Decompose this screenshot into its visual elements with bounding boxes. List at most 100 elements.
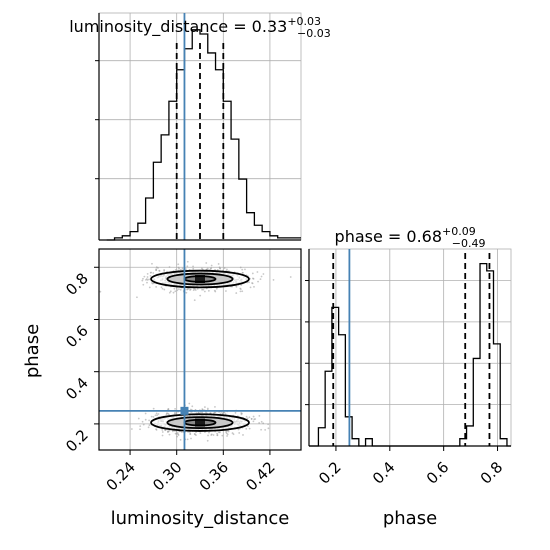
x-tick-label: 0.8 — [477, 458, 507, 488]
scatter-point — [226, 433, 229, 436]
luminosity-distance-marginal-panel: luminosity_distance = 0.33+0.03 −0.03 — [69, 12, 331, 241]
scatter-point — [141, 420, 144, 423]
truth-lines — [99, 249, 301, 450]
joint-panel: 0.24 0.30 0.36 0.42 0.2 0.4 0.6 0.8 luminosity… — [22, 248, 302, 529]
x-tick-label: 0.42 — [242, 458, 278, 494]
scatter-point — [250, 418, 253, 420]
y-axis-label: phase — [22, 324, 43, 378]
scatter-point — [99, 290, 102, 293]
scatter-point — [130, 428, 133, 430]
y-ticks — [305, 280, 309, 406]
scatter-point — [245, 427, 248, 430]
scatter-point — [186, 438, 189, 441]
scatter-point — [146, 279, 149, 281]
scatter-point — [155, 269, 158, 272]
contour-line — [166, 272, 234, 286]
scatter-point — [144, 418, 147, 421]
scatter-point — [218, 431, 221, 434]
scatter-point — [169, 290, 172, 293]
scatter-point — [173, 287, 176, 290]
scatter-point — [173, 411, 176, 414]
scatter-point — [267, 427, 270, 430]
scatter-point — [145, 278, 147, 281]
scatter-point — [154, 414, 157, 417]
scatter-point — [192, 265, 194, 268]
scatter-point — [258, 421, 261, 424]
scatter-point — [267, 423, 270, 426]
scatter-point — [221, 434, 224, 437]
scatter-point — [289, 276, 292, 278]
scatter-point — [219, 267, 222, 270]
scatter-point — [136, 296, 138, 299]
scatter-point — [156, 414, 159, 417]
scatter-point — [185, 268, 187, 271]
scatter-point — [225, 290, 227, 292]
scatter-point — [186, 260, 189, 263]
scatter-point — [257, 280, 259, 283]
scatter-point — [262, 273, 265, 275]
scatter-point — [212, 434, 215, 436]
density-peak — [195, 418, 205, 427]
scatter-point — [204, 406, 206, 408]
scatter-point — [193, 433, 196, 435]
scatter-point — [203, 290, 206, 293]
scatter-point — [199, 294, 202, 297]
scatter-point — [174, 290, 177, 293]
scatter-point — [207, 289, 210, 292]
scatter-point — [260, 275, 263, 278]
scatter-point — [152, 272, 155, 274]
histogram — [309, 262, 511, 447]
scatter-point — [206, 267, 209, 270]
scatter-point — [251, 272, 254, 275]
scatter-point — [248, 427, 251, 430]
scatter-point — [206, 407, 209, 410]
scatter-point — [158, 270, 161, 272]
scatter-point — [207, 434, 209, 437]
scatter-point — [242, 434, 244, 436]
histogram-step — [309, 262, 511, 447]
scatter-point — [142, 277, 144, 280]
scatter-point — [194, 289, 197, 291]
scatter-point — [161, 429, 164, 431]
scatter-point — [246, 417, 249, 420]
scatter-point — [176, 289, 179, 292]
scatter-point — [148, 419, 151, 422]
histogram-step — [106, 29, 301, 241]
quantile-lines — [175, 43, 225, 240]
phase-title: phase = 0.68+0.09 −0.49 — [335, 225, 486, 250]
y-ticks: 0.2 0.4 0.6 0.8 — [62, 266, 99, 456]
scatter-point — [146, 276, 149, 278]
grid — [308, 248, 512, 447]
scatter-point — [177, 263, 180, 266]
y-tick-label: 0.4 — [62, 374, 92, 404]
scatter-point — [252, 277, 255, 280]
scatter-point — [244, 268, 246, 271]
scatter-point — [167, 430, 170, 433]
scatter-point — [179, 288, 182, 291]
scatter-point — [215, 287, 218, 290]
scatter-point — [148, 424, 151, 427]
scatter-point — [210, 267, 213, 270]
scatter-point — [213, 289, 216, 292]
scatter-point — [186, 265, 189, 268]
scatter-point — [208, 431, 210, 434]
x-tick-label: 0.36 — [196, 458, 232, 494]
scatter-point — [137, 417, 140, 420]
scatter-point — [161, 287, 164, 290]
scatter-point — [174, 407, 177, 410]
scatter-point — [199, 432, 202, 434]
quantile-lines — [332, 253, 491, 446]
y-ticks — [95, 60, 99, 180]
scatter-point — [176, 432, 179, 434]
scatter-point — [189, 288, 192, 291]
scatter-point — [139, 428, 141, 431]
scatter-point — [163, 270, 166, 272]
scatter-point — [177, 288, 180, 290]
scatter-point — [210, 264, 213, 267]
scatter-point — [168, 413, 170, 416]
scatter-point — [179, 438, 182, 441]
scatter-point — [264, 428, 267, 431]
x-tick-label: 0.6 — [423, 458, 453, 488]
scatter-point — [161, 434, 164, 437]
